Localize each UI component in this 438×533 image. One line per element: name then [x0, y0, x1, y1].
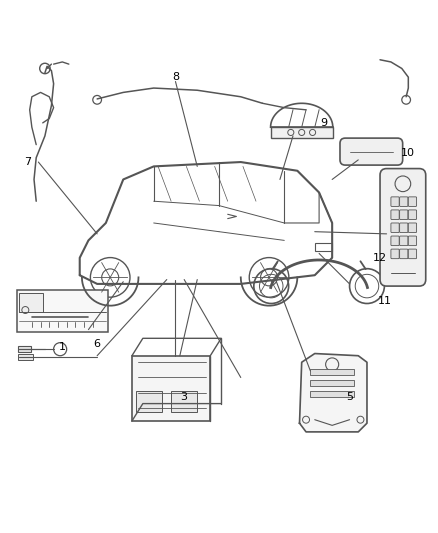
FancyBboxPatch shape [19, 293, 43, 312]
FancyBboxPatch shape [399, 249, 408, 259]
FancyBboxPatch shape [399, 236, 408, 246]
Text: 8: 8 [172, 72, 179, 82]
FancyBboxPatch shape [399, 210, 408, 220]
FancyBboxPatch shape [408, 197, 417, 206]
FancyBboxPatch shape [136, 391, 162, 413]
FancyBboxPatch shape [391, 197, 399, 206]
FancyBboxPatch shape [311, 369, 354, 375]
FancyBboxPatch shape [408, 210, 417, 220]
FancyBboxPatch shape [380, 168, 426, 286]
Text: 5: 5 [346, 392, 353, 402]
Text: 6: 6 [94, 338, 101, 349]
FancyBboxPatch shape [132, 356, 210, 421]
Text: 12: 12 [373, 253, 387, 263]
FancyBboxPatch shape [408, 236, 417, 246]
FancyBboxPatch shape [311, 379, 354, 386]
FancyBboxPatch shape [18, 346, 31, 352]
FancyBboxPatch shape [271, 127, 333, 138]
FancyBboxPatch shape [391, 223, 399, 232]
FancyBboxPatch shape [311, 391, 354, 397]
FancyBboxPatch shape [18, 354, 33, 360]
FancyBboxPatch shape [391, 236, 399, 246]
FancyBboxPatch shape [391, 249, 399, 259]
FancyBboxPatch shape [408, 249, 417, 259]
Text: 3: 3 [181, 392, 187, 402]
Text: 1: 1 [59, 342, 66, 352]
Text: 10: 10 [401, 148, 415, 158]
FancyBboxPatch shape [340, 138, 403, 165]
FancyBboxPatch shape [171, 391, 197, 413]
Text: 7: 7 [24, 157, 31, 167]
Text: 11: 11 [378, 296, 392, 306]
Text: 9: 9 [320, 118, 327, 128]
FancyBboxPatch shape [391, 210, 399, 220]
FancyBboxPatch shape [399, 197, 408, 206]
FancyBboxPatch shape [408, 223, 417, 232]
FancyBboxPatch shape [399, 223, 408, 232]
FancyBboxPatch shape [17, 290, 108, 332]
Polygon shape [300, 353, 367, 432]
